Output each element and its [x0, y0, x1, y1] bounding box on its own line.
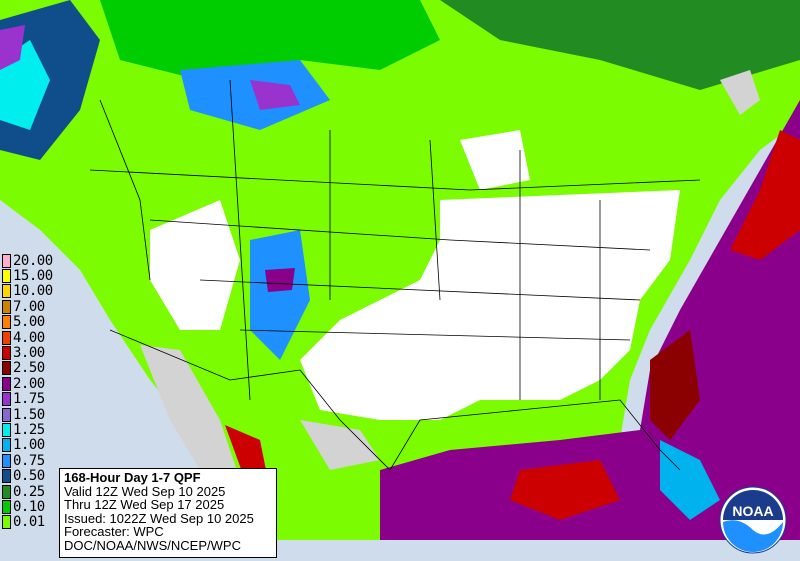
legend-item: 3.00 — [2, 345, 62, 362]
legend-item: 0.75 — [2, 453, 62, 468]
atlantic-red — [730, 130, 800, 260]
pacific-precip-purple — [0, 25, 25, 70]
legend-label: 0.75 — [13, 452, 45, 469]
atlantic-dark-red — [650, 330, 700, 440]
legend-label: 15.00 — [13, 268, 53, 285]
legend-label: 7.00 — [13, 298, 45, 315]
legend-swatch — [2, 484, 11, 499]
legend-item: 0.01 — [2, 515, 62, 530]
legend-item: 1.25 — [2, 422, 62, 437]
legend-item: 2.50 — [2, 361, 62, 376]
legend-item: 0.50 — [2, 468, 62, 485]
legend-label: 2.00 — [13, 375, 45, 392]
legend-label: 0.50 — [13, 468, 45, 485]
legend-label: 1.50 — [13, 406, 45, 423]
florida-cyan — [660, 440, 720, 520]
rockies-blue — [250, 230, 310, 360]
legend-label: 4.00 — [13, 329, 45, 346]
legend-label: 1.00 — [13, 437, 45, 454]
legend-swatch — [2, 392, 11, 407]
legend-item: 2.00 — [2, 376, 62, 391]
legend-label: 1.25 — [13, 421, 45, 438]
legend-swatch — [2, 407, 11, 422]
legend-item: 5.00 — [2, 315, 62, 330]
legend-swatch — [2, 438, 11, 453]
borders — [89, 79, 701, 471]
legend-item: 15.00 — [2, 268, 62, 285]
legend-swatch — [2, 499, 11, 514]
colorado-purple — [265, 268, 295, 292]
legend-item: 1.50 — [2, 407, 62, 422]
legend-label: 1.75 — [13, 391, 45, 408]
mexico-gray-east — [300, 420, 380, 470]
agency: DOC/NOAA/NWS/NCEP/WPC — [64, 537, 241, 553]
svg-text:NOAA: NOAA — [732, 503, 773, 519]
no-precip-region — [300, 190, 680, 420]
legend-swatch — [2, 515, 11, 530]
legend-swatch — [2, 453, 11, 468]
legend-item: 10.00 — [2, 284, 62, 299]
legend-item: 0.10 — [2, 499, 62, 514]
legend-item: 20.00 — [2, 253, 62, 268]
legend-swatch — [2, 376, 11, 391]
legend-swatch — [2, 315, 11, 330]
legend-swatch — [2, 361, 11, 376]
valid-time: Valid 12Z Wed Sep 10 2025 — [64, 483, 226, 499]
mexico-gray — [140, 345, 240, 480]
noaa-logo-icon: NOAA — [719, 486, 787, 554]
legend-label: 10.00 — [13, 283, 53, 300]
legend-swatch — [2, 284, 11, 299]
legend-swatch — [2, 469, 11, 484]
legend-label: 0.01 — [13, 514, 45, 531]
legend-label: 0.10 — [13, 498, 45, 515]
ne-canada-green — [440, 0, 800, 90]
legend-item: 4.00 — [2, 330, 62, 345]
montana-purple — [250, 80, 300, 110]
no-precip-west — [150, 200, 240, 330]
legend-swatch — [2, 253, 11, 268]
forecaster: Forecaster: WPC — [64, 524, 164, 540]
legend-swatch — [2, 269, 11, 284]
canada-dark-green — [100, 0, 440, 80]
issued-time: Issued: 1022Z Wed Sep 10 2025 — [64, 510, 254, 526]
legend-swatch — [2, 422, 11, 437]
legend-label: 20.00 — [13, 252, 53, 269]
legend-label: 3.00 — [13, 345, 45, 362]
forecast-info-box: 168-Hour Day 1-7 QPF Valid 12Z Wed Sep 1… — [59, 468, 277, 558]
gulf-red — [510, 460, 620, 520]
legend-item: 7.00 — [2, 299, 62, 314]
product-title: 168-Hour Day 1-7 QPF — [64, 470, 201, 485]
no-precip-great-lakes — [460, 130, 530, 190]
legend-swatch — [2, 346, 11, 361]
legend-label: 2.50 — [13, 360, 45, 377]
legend-swatch — [2, 330, 11, 345]
legend-swatch — [2, 299, 11, 314]
legend-label: 0.25 — [13, 483, 45, 500]
maine-gray — [720, 70, 760, 115]
pacific-ocean — [0, 200, 250, 540]
legend-item: 1.75 — [2, 392, 62, 407]
legend-item: 1.00 — [2, 438, 62, 453]
precip-legend: 20.00 15.00 10.00 7.00 5.00 4.00 3.00 2.… — [2, 253, 62, 530]
legend-label: 5.00 — [13, 314, 45, 331]
thru-time: Thru 12Z Wed Sep 17 2025 — [64, 497, 225, 513]
legend-item: 0.25 — [2, 484, 62, 499]
